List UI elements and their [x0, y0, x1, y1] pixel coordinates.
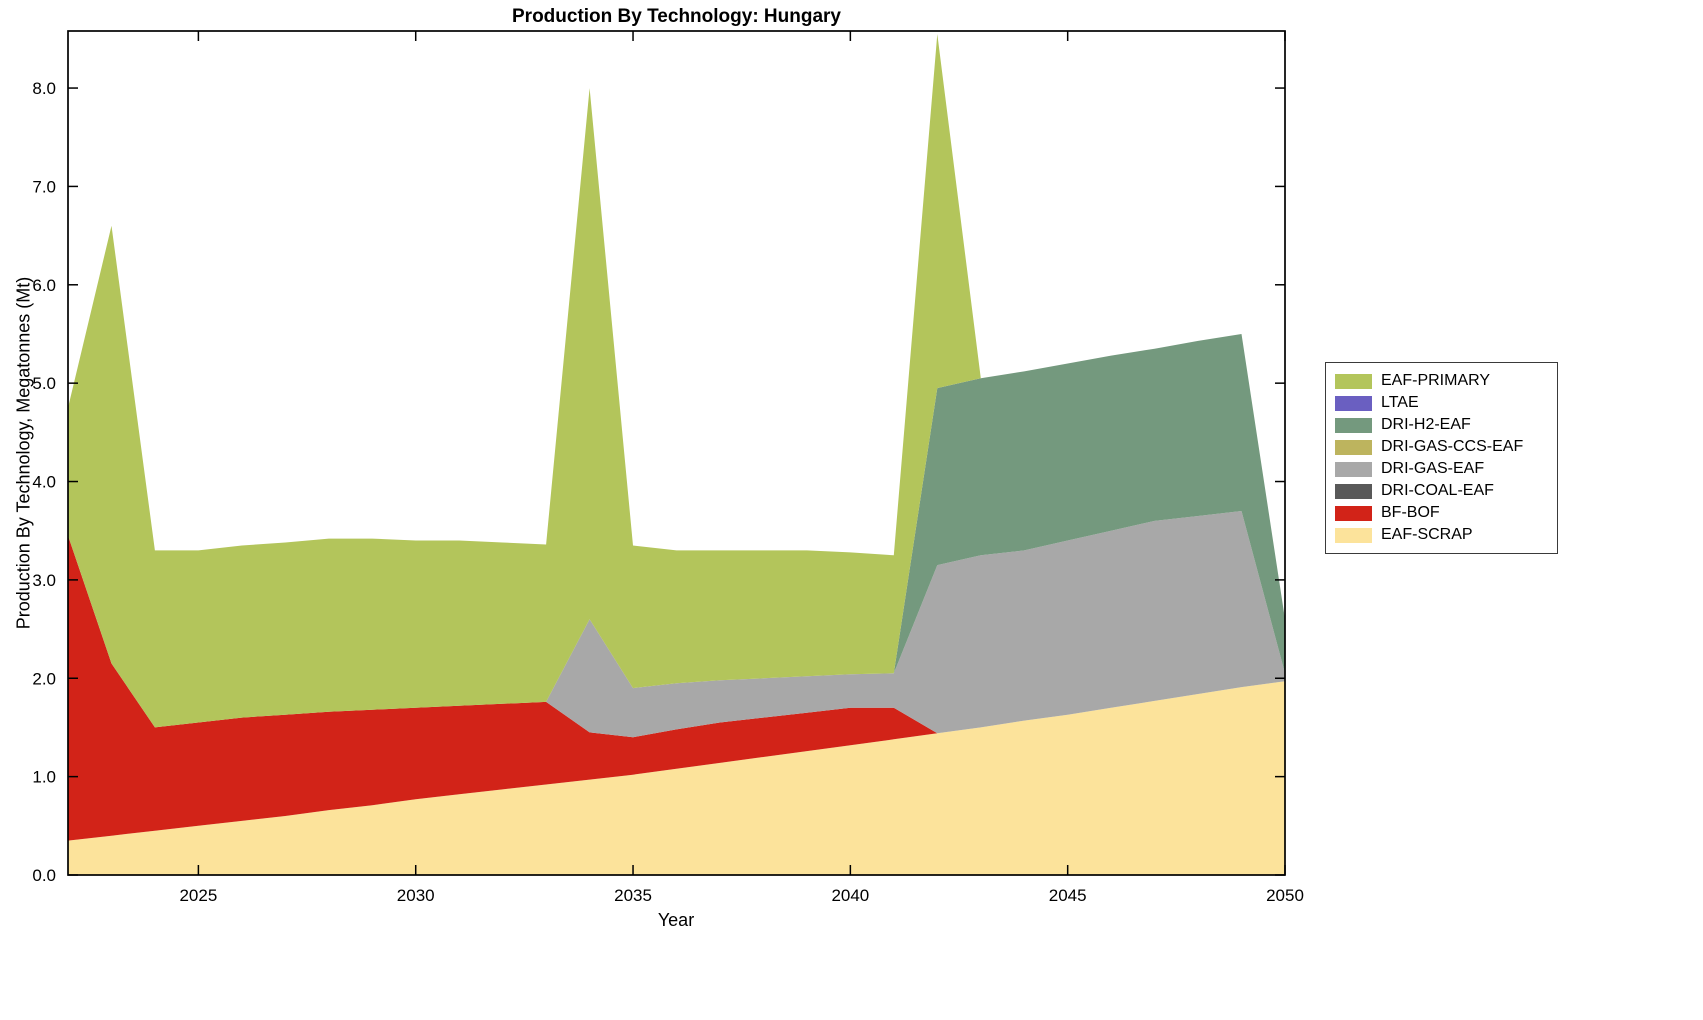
legend-swatch	[1335, 439, 1372, 455]
legend-swatch	[1335, 373, 1372, 389]
legend-item-eaf-scrap: EAF-SCRAP	[1335, 524, 1548, 546]
legend-item-eaf-primary: EAF-PRIMARY	[1335, 370, 1548, 392]
legend-label: DRI-GAS-EAF	[1381, 460, 1485, 477]
area-bf-bof	[68, 535, 1285, 841]
legend-label: BF-BOF	[1381, 504, 1440, 521]
legend-item-bf-bof: BF-BOF	[1335, 502, 1548, 524]
x-tick-label: 2035	[614, 886, 652, 905]
y-axis-label: Production By Technology, Megatonnes (Mt…	[13, 276, 34, 630]
area-eaf-scrap	[68, 681, 1285, 875]
y-tick-label: 7.0	[32, 177, 56, 196]
x-tick-label: 2040	[831, 886, 869, 905]
y-tick-label: 1.0	[32, 768, 56, 787]
legend-item-ltae: LTAE	[1335, 392, 1548, 414]
x-tick-label: 2045	[1049, 886, 1087, 905]
x-tick-label: 2030	[397, 886, 435, 905]
y-tick-label: 5.0	[32, 374, 56, 393]
legend-item-dri-gas-ccs-eaf: DRI-GAS-CCS-EAF	[1335, 436, 1548, 458]
legend-swatch	[1335, 527, 1372, 543]
chart-title: Production By Technology: Hungary	[512, 6, 841, 27]
legend-label: DRI-GAS-CCS-EAF	[1381, 438, 1524, 455]
legend-swatch	[1335, 461, 1372, 477]
legend-swatch	[1335, 395, 1372, 411]
legend-swatch	[1335, 483, 1372, 499]
legend-label: LTAE	[1381, 394, 1419, 411]
area-dri-h2-eaf	[68, 334, 1285, 728]
legend-item-dri-h2-eaf: DRI-H2-EAF	[1335, 414, 1548, 436]
y-tick-label: 4.0	[32, 473, 56, 492]
area-dri-gas-eaf	[68, 511, 1285, 738]
legend-label: DRI-H2-EAF	[1381, 416, 1471, 433]
x-tick-label: 2025	[179, 886, 217, 905]
legend-label: EAF-SCRAP	[1381, 526, 1473, 543]
plot-frame	[67, 30, 1286, 876]
area-eaf-primary	[68, 34, 1285, 728]
y-tick-label: 6.0	[32, 276, 56, 295]
x-axis-label: Year	[657, 910, 695, 930]
x-tick-label: 2050	[1266, 886, 1304, 905]
legend-item-dri-coal-eaf: DRI-COAL-EAF	[1335, 480, 1548, 502]
y-tick-label: 2.0	[32, 669, 56, 688]
y-tick-label: 0.0	[32, 866, 56, 885]
legend-swatch	[1335, 417, 1372, 433]
legend-label: EAF-PRIMARY	[1381, 372, 1491, 389]
y-tick-label: 8.0	[32, 79, 56, 98]
legend-label: DRI-COAL-EAF	[1381, 482, 1494, 499]
legend-item-dri-gas-eaf: DRI-GAS-EAF	[1335, 458, 1548, 480]
legend: EAF-PRIMARY LTAE DRI-H2-EAF DRI-GAS-CCS-EAF…	[1325, 362, 1558, 554]
legend-swatch	[1335, 505, 1372, 521]
y-tick-label: 3.0	[32, 571, 56, 590]
